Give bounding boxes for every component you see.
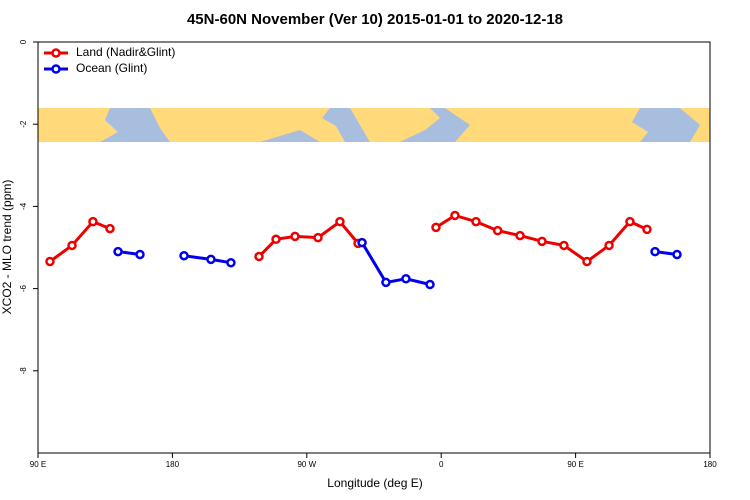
point [450, 210, 460, 221]
point [113, 246, 123, 257]
point [515, 230, 525, 241]
legend-marker [51, 48, 61, 58]
x-axis-label: Longitude (deg E) [327, 476, 422, 490]
y-tick-label: -2 [19, 120, 28, 128]
x-tick-label: 180 [703, 460, 717, 469]
point [492, 225, 503, 236]
series-line [49, 219, 111, 263]
point [582, 256, 592, 267]
point [290, 231, 300, 242]
point [135, 249, 145, 260]
y-tick-label: -6 [19, 284, 28, 292]
y-tick-label: -8 [19, 367, 28, 375]
series-line [360, 241, 431, 286]
x-tick-label: 90 E [567, 460, 583, 469]
point [559, 240, 569, 251]
legend-label: Ocean (Glint) [76, 61, 147, 75]
point [105, 223, 115, 234]
point [254, 251, 264, 262]
x-tick-label: 0 [439, 460, 444, 469]
point [67, 240, 77, 251]
point [425, 279, 435, 290]
point [226, 257, 236, 268]
point [313, 232, 323, 243]
point [45, 256, 55, 267]
point [604, 240, 614, 251]
point [537, 236, 547, 247]
map-band [38, 108, 710, 142]
point [206, 254, 216, 265]
point [335, 216, 345, 227]
y-axis-label: XCO2 - MLO trend (ppm) [0, 180, 14, 315]
plot-frame [37, 41, 711, 454]
point [381, 277, 391, 288]
point [401, 273, 411, 284]
point [271, 234, 281, 245]
point [672, 249, 682, 260]
chart-title: 45N-60N November (Ver 10) 2015-01-01 to … [187, 11, 563, 28]
point [179, 250, 189, 261]
y-tick-label: 0 [19, 39, 28, 44]
point [650, 246, 660, 257]
point [357, 237, 367, 248]
legend-marker [51, 64, 61, 74]
point [625, 216, 635, 227]
x-tick-label: 90 E [30, 460, 46, 469]
point [642, 224, 652, 235]
x-tick-label: 90 W [297, 460, 316, 469]
x-tick-label: 180 [166, 460, 180, 469]
legend-label: Land (Nadir&Glint) [76, 45, 175, 59]
point [471, 216, 481, 227]
point [431, 222, 441, 233]
legend: Land (Nadir&Glint) Ocean (Glint) [44, 45, 175, 75]
point [88, 216, 98, 227]
y-tick-label: -4 [19, 202, 28, 210]
